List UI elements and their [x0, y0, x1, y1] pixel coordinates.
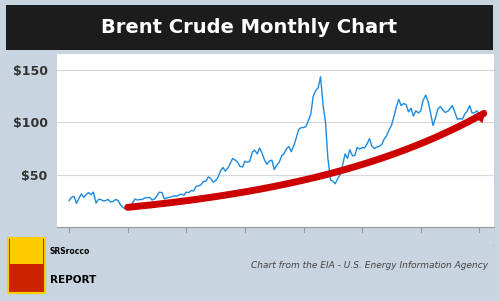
FancyBboxPatch shape	[8, 238, 45, 293]
Text: Brent Crude Monthly Chart: Brent Crude Monthly Chart	[101, 18, 398, 37]
FancyBboxPatch shape	[10, 239, 43, 264]
Text: REPORT: REPORT	[50, 275, 96, 285]
Text: SRSrocco: SRSrocco	[50, 247, 90, 256]
Text: Chart from the EIA - U.S. Energy Information Agency: Chart from the EIA - U.S. Energy Informa…	[251, 261, 488, 270]
